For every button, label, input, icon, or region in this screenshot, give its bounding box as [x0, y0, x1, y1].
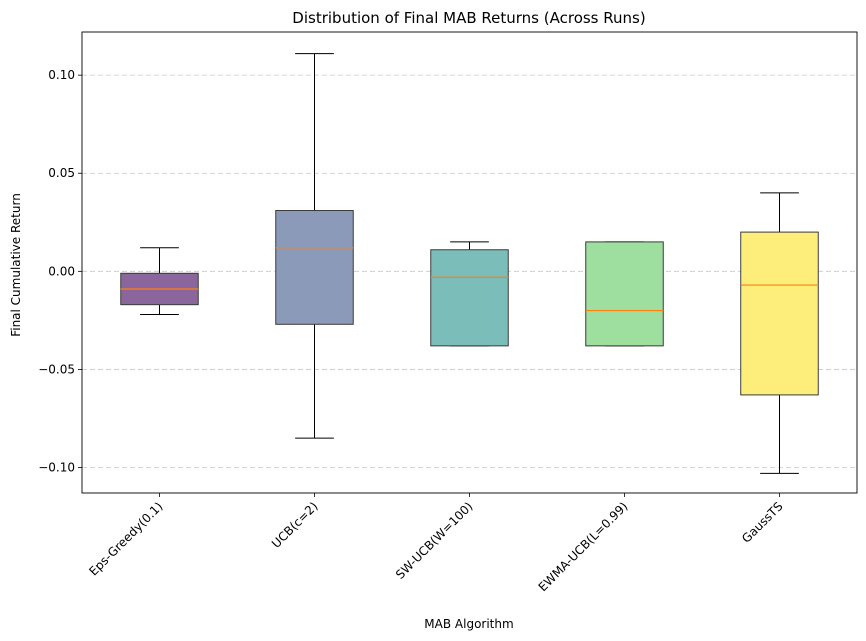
x-tick-label: EWMA-UCB(L=0.99) — [536, 499, 631, 594]
y-tick-label: −0.10 — [38, 460, 75, 474]
box — [275, 210, 354, 325]
y-tick-label: 0.05 — [48, 166, 75, 180]
axes-frame — [81, 31, 858, 494]
x-tick-label: SW-UCB(W=100) — [393, 499, 476, 582]
x-axis-label: MAB Algorithm — [424, 617, 513, 631]
box — [430, 249, 509, 347]
box — [740, 231, 819, 396]
y-axis-label: Final Cumulative Return — [9, 193, 23, 337]
y-tick-label: −0.05 — [38, 362, 75, 376]
plot-area: −0.10 −0.05 0.00 0.05 0.10 Eps-Greedy(0.1) UCB… — [38, 31, 858, 594]
x-tick-label: GaussTS — [739, 499, 785, 545]
y-tick-label: 0.00 — [48, 264, 75, 278]
chart-title: Distribution of Final MAB Returns (Acros… — [292, 9, 645, 27]
x-tick-label: UCB(c=2) — [269, 499, 321, 551]
x-tick-label: Eps-Greedy(0.1) — [86, 499, 165, 578]
box — [585, 241, 664, 347]
y-tick-label: 0.10 — [48, 68, 75, 82]
